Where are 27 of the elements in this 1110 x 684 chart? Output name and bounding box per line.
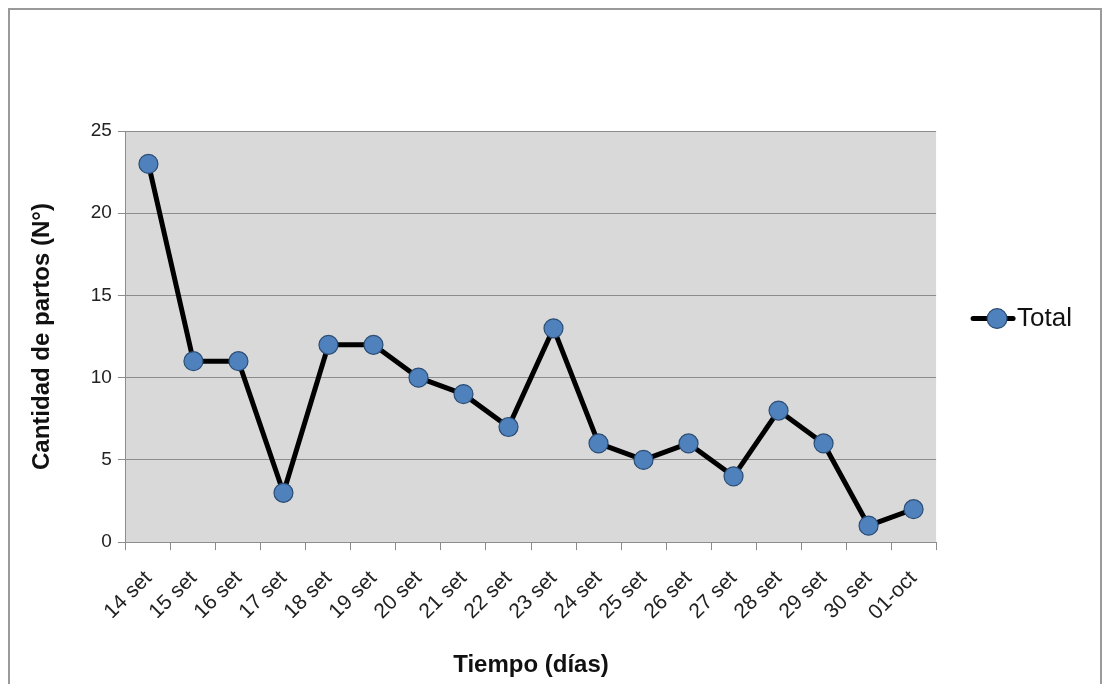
x-axis-title: Tiempo (días)	[453, 650, 609, 678]
point	[768, 400, 789, 421]
point	[453, 384, 474, 405]
point	[588, 433, 609, 454]
y-tick-label: 20	[90, 201, 112, 223]
point	[138, 153, 159, 174]
point	[498, 416, 519, 438]
y-tick-label: 0	[101, 530, 112, 552]
point	[228, 351, 249, 372]
point	[408, 367, 429, 388]
point	[723, 466, 744, 487]
y-tick-label: 5	[101, 448, 112, 470]
point	[183, 351, 204, 372]
y-tick-label: 25	[90, 119, 112, 141]
y-tick-label: 15	[90, 283, 112, 305]
y-axis-title: Cantidad de partos (N°)	[27, 203, 55, 471]
point	[813, 433, 834, 454]
point	[543, 318, 564, 339]
point	[858, 515, 879, 536]
point	[678, 433, 699, 454]
point	[633, 449, 654, 470]
point	[273, 482, 294, 503]
legend-label: Total	[1017, 301, 1072, 332]
point	[903, 499, 924, 520]
point	[363, 334, 384, 355]
y-tick-label: 10	[90, 365, 112, 387]
point	[318, 334, 339, 355]
